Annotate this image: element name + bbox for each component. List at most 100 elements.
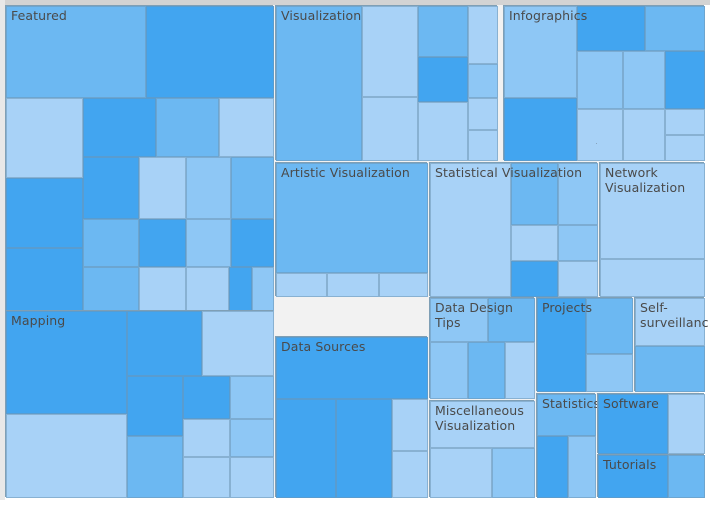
treemap-tile[interactable]: [511, 163, 558, 225]
treemap-tile[interactable]: [468, 342, 505, 399]
treemap-tile[interactable]: [468, 64, 498, 98]
treemap-tile[interactable]: [511, 225, 558, 261]
treemap-tile[interactable]: [468, 130, 498, 161]
treemap-tile[interactable]: [146, 6, 274, 98]
treemap-tile[interactable]: [127, 311, 202, 376]
treemap-tile[interactable]: [577, 6, 645, 51]
treemap-group[interactable]: Network Visualization: [599, 162, 705, 297]
treemap-tile[interactable]: [276, 163, 428, 273]
treemap-tile[interactable]: [430, 342, 468, 399]
treemap-tile[interactable]: [252, 267, 274, 311]
treemap-tile[interactable]: [327, 273, 379, 297]
treemap-tile[interactable]: [577, 51, 623, 109]
treemap-tile[interactable]: [276, 337, 428, 399]
treemap-tile[interactable]: [139, 157, 186, 219]
treemap-tile[interactable]: [156, 98, 219, 157]
treemap-tile[interactable]: [186, 219, 231, 267]
treemap-tile[interactable]: [379, 273, 428, 297]
treemap-group[interactable]: Visualization: [275, 5, 498, 161]
treemap-tile[interactable]: [537, 436, 568, 498]
treemap-tile[interactable]: [430, 401, 535, 448]
treemap-group[interactable]: Miscellaneous Visualization: [429, 400, 535, 498]
treemap-tile[interactable]: [668, 455, 705, 498]
treemap-tile[interactable]: [558, 261, 598, 297]
treemap-tile[interactable]: [418, 57, 468, 102]
treemap-tile[interactable]: [83, 267, 139, 311]
treemap-tile[interactable]: .: [577, 109, 623, 161]
treemap-tile[interactable]: [186, 157, 231, 219]
treemap-tile[interactable]: [83, 98, 156, 157]
treemap-tile[interactable]: [230, 376, 274, 419]
treemap-tile[interactable]: [392, 399, 428, 451]
treemap-group[interactable]: Data Sources: [275, 336, 428, 498]
treemap-tile[interactable]: [83, 157, 139, 219]
treemap-tile[interactable]: [6, 414, 127, 498]
treemap-tile[interactable]: [665, 51, 705, 109]
treemap-tile[interactable]: [139, 267, 186, 311]
treemap-tile[interactable]: [645, 6, 705, 51]
treemap-tile[interactable]: [230, 457, 274, 498]
treemap-group[interactable]: Software: [597, 393, 705, 454]
treemap-group[interactable]: Statistics: [536, 393, 600, 498]
treemap-tile[interactable]: [430, 163, 511, 297]
treemap-tile[interactable]: [6, 248, 83, 311]
treemap-group[interactable]: Statistical Visualization: [429, 162, 598, 297]
treemap-tile[interactable]: [392, 451, 428, 498]
treemap-tile[interactable]: [83, 219, 139, 267]
treemap-tile[interactable]: [488, 298, 535, 342]
treemap-tile[interactable]: [537, 394, 596, 436]
treemap-tile[interactable]: [665, 135, 705, 161]
treemap-group[interactable]: . Infographics: [503, 5, 705, 161]
treemap-tile[interactable]: [231, 157, 274, 219]
treemap-tile[interactable]: [219, 98, 274, 157]
treemap-tile[interactable]: [600, 163, 705, 259]
treemap-group[interactable]: Data Design Tips: [429, 297, 535, 399]
treemap-tile[interactable]: [558, 225, 598, 261]
treemap-tile[interactable]: [231, 219, 274, 267]
treemap-tile[interactable]: [468, 6, 498, 64]
treemap-tile[interactable]: [568, 436, 596, 498]
treemap-tile[interactable]: [558, 163, 598, 225]
treemap-tile[interactable]: [504, 6, 577, 98]
treemap-tile[interactable]: [202, 311, 274, 376]
treemap-tile[interactable]: [598, 455, 668, 498]
treemap-tile[interactable]: [665, 109, 705, 135]
treemap-tile[interactable]: [127, 376, 183, 436]
treemap-tile[interactable]: [6, 6, 146, 98]
treemap-tile[interactable]: [504, 98, 577, 161]
treemap-tile[interactable]: [623, 109, 665, 161]
treemap-tile[interactable]: [598, 394, 668, 454]
treemap-tile[interactable]: [127, 436, 183, 498]
treemap-group[interactable]: Featured: [5, 5, 274, 311]
treemap-tile[interactable]: [336, 399, 392, 498]
treemap-tile[interactable]: [362, 6, 418, 97]
treemap-group[interactable]: Projects: [536, 297, 633, 392]
treemap-tile[interactable]: [230, 419, 274, 457]
treemap-tile[interactable]: [430, 448, 492, 498]
treemap-tile[interactable]: [6, 98, 83, 178]
treemap-group[interactable]: Self- surveillanc: [634, 297, 709, 392]
treemap-tile[interactable]: [511, 261, 558, 297]
treemap-tile[interactable]: [623, 51, 665, 109]
treemap-tile[interactable]: [505, 342, 535, 399]
treemap-tile[interactable]: [418, 6, 468, 57]
treemap-tile[interactable]: [668, 394, 705, 454]
treemap-tile[interactable]: [635, 298, 705, 346]
treemap-tile[interactable]: [468, 98, 498, 130]
treemap-tile[interactable]: [139, 219, 186, 267]
treemap-tile[interactable]: [418, 102, 468, 161]
treemap-tile[interactable]: [430, 298, 488, 342]
treemap-tile[interactable]: [229, 267, 252, 311]
treemap-tile[interactable]: [537, 298, 586, 392]
treemap-group[interactable]: Artistic Visualization: [275, 162, 428, 297]
treemap-tile[interactable]: [183, 419, 230, 457]
treemap-group[interactable]: Mapping: [5, 310, 274, 498]
treemap-tile[interactable]: [183, 376, 230, 419]
treemap-tile[interactable]: [586, 298, 633, 354]
treemap-tile[interactable]: [492, 448, 535, 498]
treemap-tile[interactable]: [362, 97, 418, 161]
treemap-tile[interactable]: [600, 259, 705, 297]
treemap-tile[interactable]: [276, 399, 336, 498]
treemap-tile[interactable]: [6, 178, 83, 248]
treemap-group[interactable]: Tutorials: [597, 454, 705, 498]
